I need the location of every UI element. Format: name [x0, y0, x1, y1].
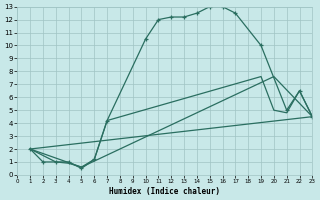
X-axis label: Humidex (Indice chaleur): Humidex (Indice chaleur) [109, 187, 220, 196]
